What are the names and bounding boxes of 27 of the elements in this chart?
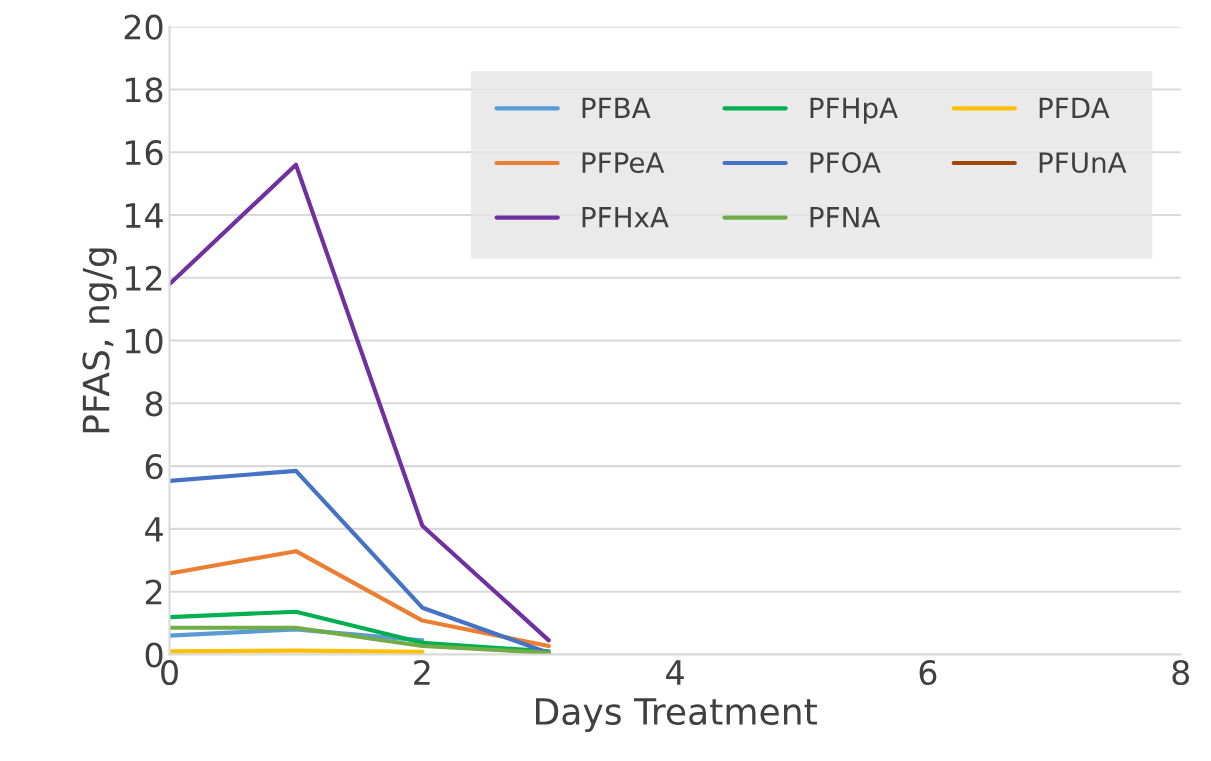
y-axis-title: PFAS, ng/g	[82, 248, 117, 433]
y-tick-label: 8	[145, 391, 163, 417]
x-tick-label: 6	[919, 659, 937, 686]
y-tick-label: 6	[145, 454, 163, 480]
legend-label: PFOA	[810, 152, 881, 174]
line-series	[169, 549, 551, 649]
y-tick-label: 10	[125, 328, 163, 354]
y-tick-label: 14	[125, 203, 163, 228]
legend-label: PFPeA	[582, 152, 665, 174]
legend-label: PFHxA	[582, 207, 669, 228]
legend-label: PFDA	[1039, 97, 1110, 119]
x-tick-label: 2	[414, 659, 430, 685]
y-tick-label: 18	[125, 77, 163, 103]
x-axis-title: Days Treatment	[536, 698, 817, 733]
legend-label: PFUnA	[1039, 152, 1127, 174]
x-tick-label: 8	[1172, 659, 1190, 686]
line-series	[169, 162, 551, 643]
y-tick-label: 20	[124, 14, 163, 40]
x-tick-label: 4	[666, 660, 684, 685]
y-tick-label: 16	[125, 140, 163, 166]
legend-label: PFBA	[582, 97, 651, 119]
legend-label: PFHpA	[810, 97, 898, 124]
y-tick-label: 2	[145, 579, 162, 605]
y-tick-label: 4	[145, 517, 163, 542]
legend-label: PFNA	[810, 207, 881, 228]
y-tick-label: 0	[145, 642, 163, 668]
y-tick-label: 12	[125, 265, 162, 291]
